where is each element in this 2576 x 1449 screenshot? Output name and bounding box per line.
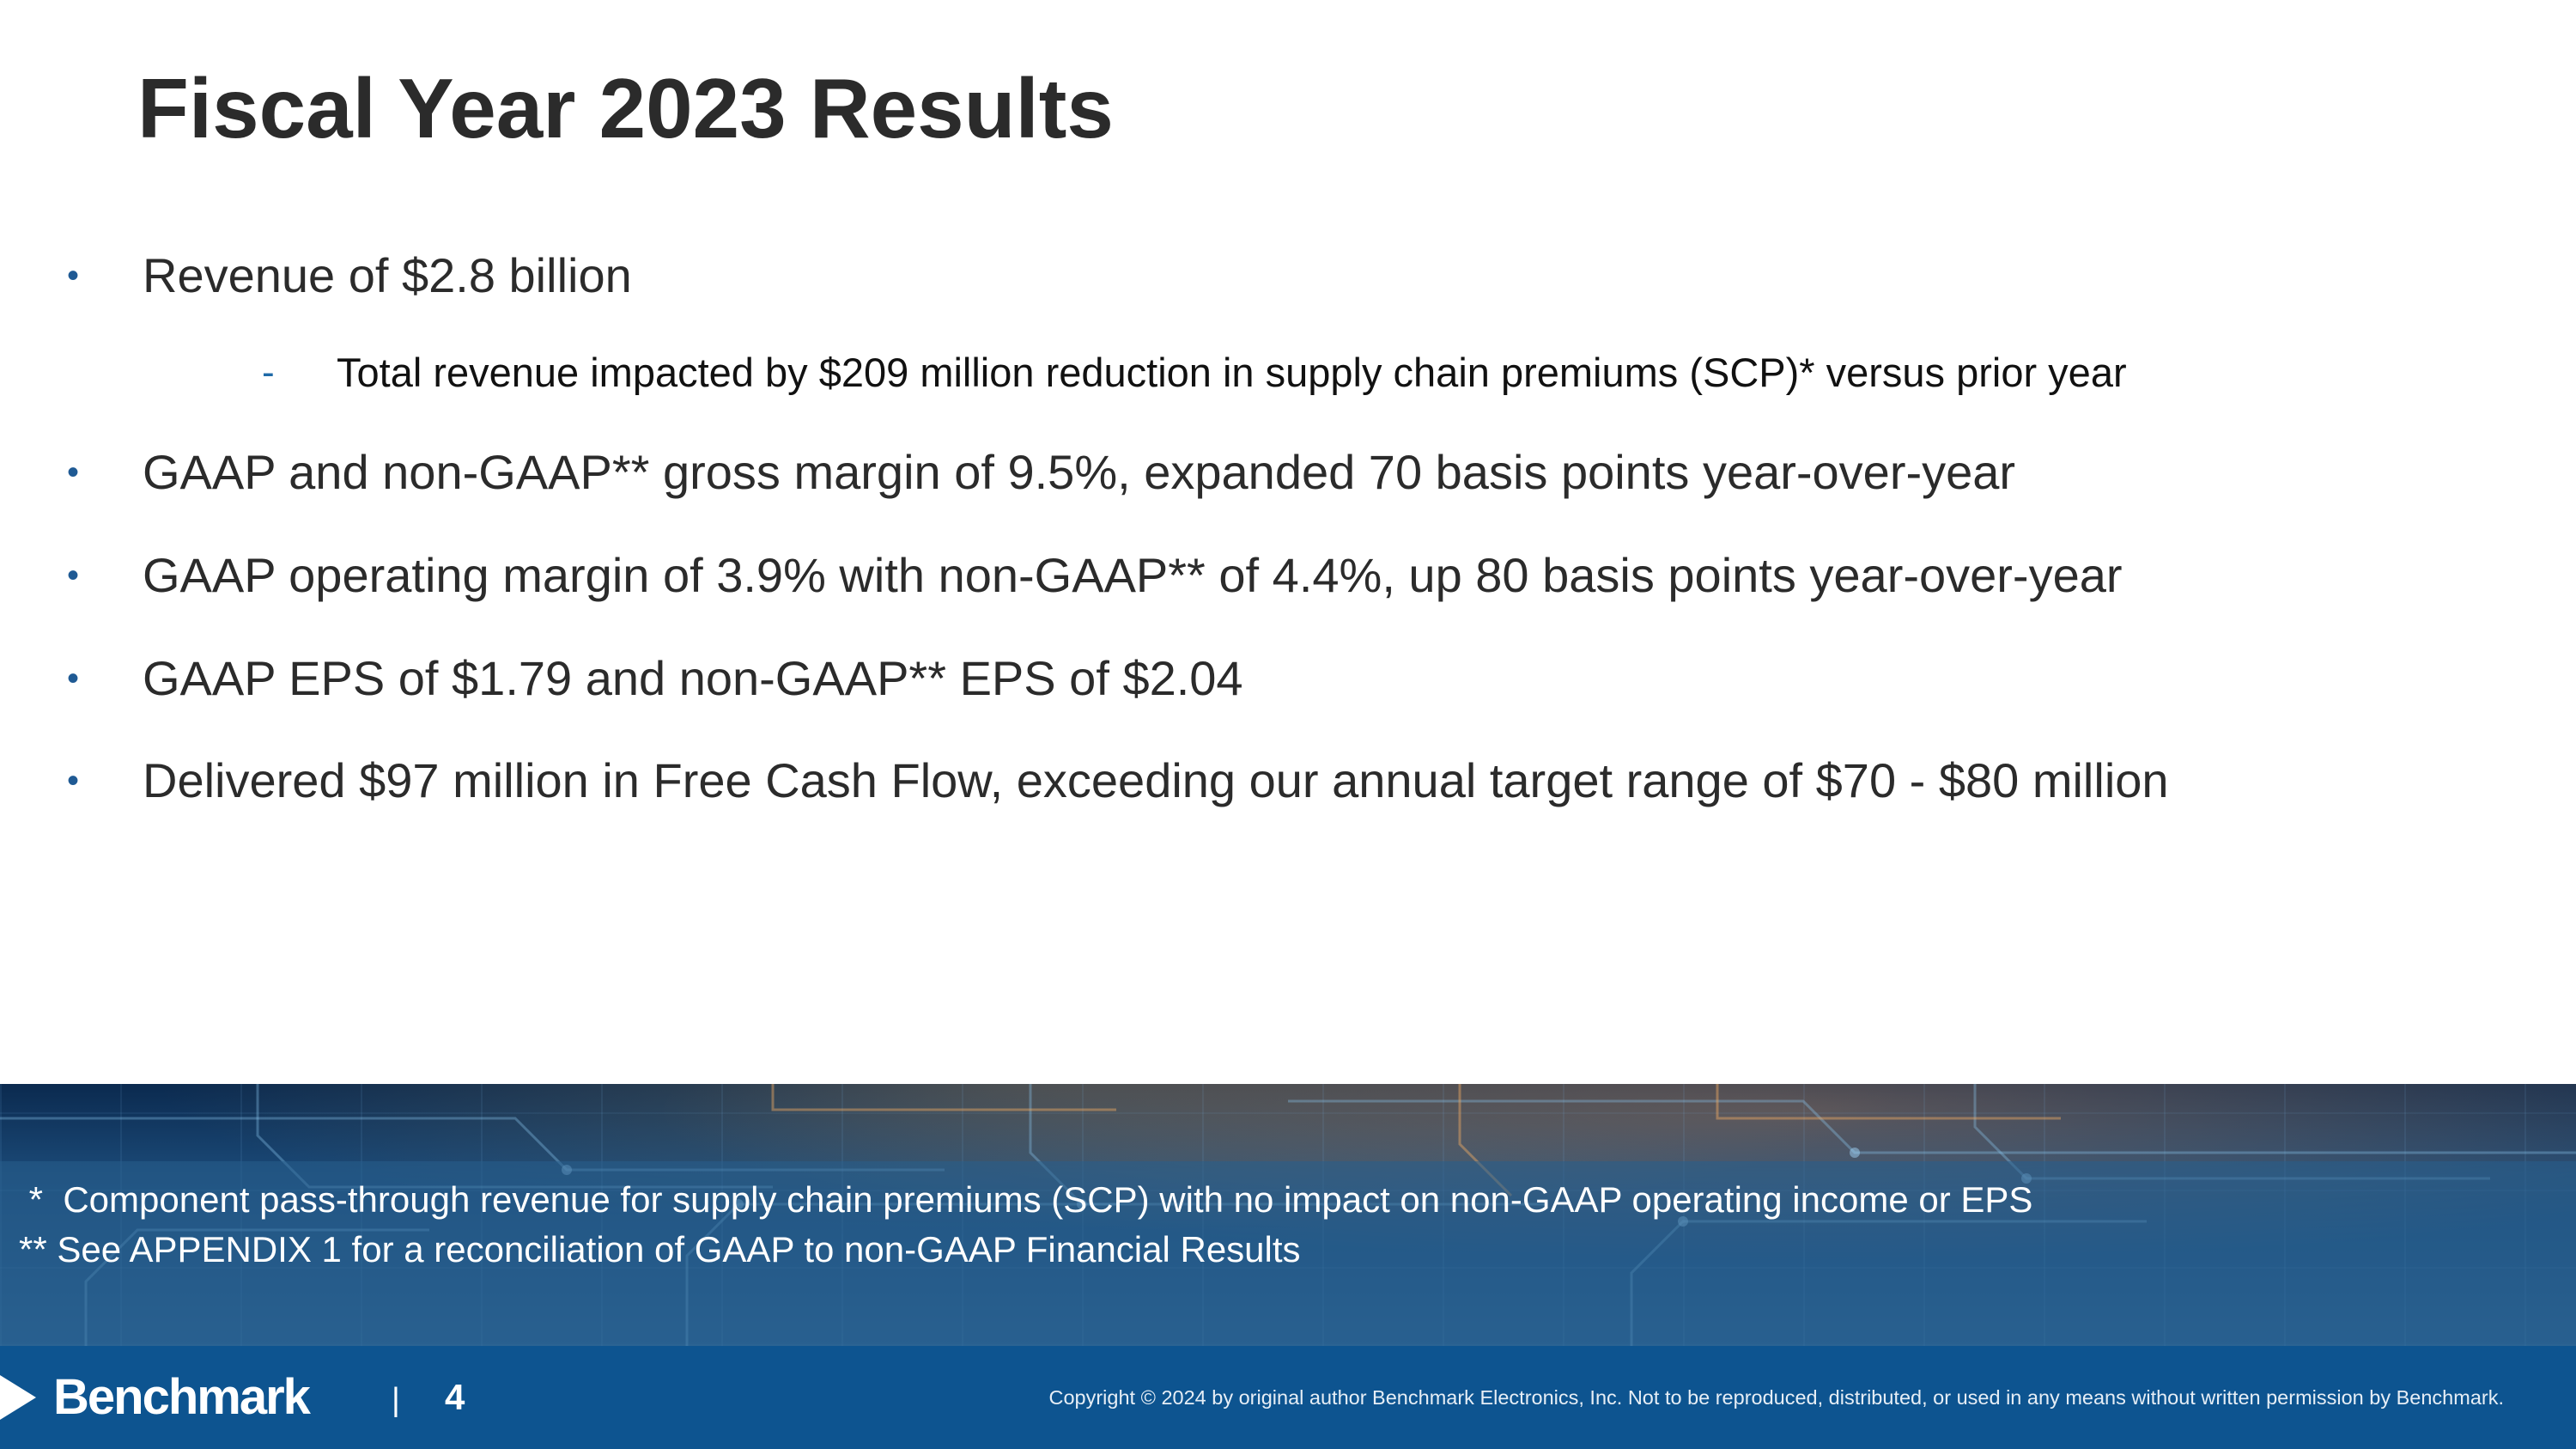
bullet-marker: •: [67, 453, 80, 491]
sub-bullet-text: Total revenue impacted by $209 million r…: [337, 350, 2127, 395]
page-number: 4: [445, 1377, 465, 1417]
chevron-right-logo-mark-icon: [0, 1374, 36, 1420]
bullet-operating-margin: • GAAP operating margin of 3.9% with non…: [67, 546, 2123, 604]
footnote-panel: * Component pass-through revenue for sup…: [0, 1161, 2576, 1346]
bullet-marker: •: [67, 556, 80, 594]
footer-separator: |: [392, 1382, 400, 1418]
bullet-text: GAAP and non-GAAP** gross margin of 9.5%…: [143, 445, 2016, 499]
bullet-eps: • GAAP EPS of $1.79 and non-GAAP** EPS o…: [67, 649, 1243, 707]
bullet-free-cash-flow: • Delivered $97 million in Free Cash Flo…: [67, 752, 2169, 809]
slide-title: Fiscal Year 2023 Results: [137, 61, 1114, 155]
footnote-appendix: ** See APPENDIX 1 for a reconciliation o…: [19, 1229, 1301, 1269]
bullet-marker: •: [67, 761, 80, 800]
bullet-marker: •: [67, 659, 80, 697]
bullet-text: GAAP EPS of $1.79 and non-GAAP** EPS of …: [143, 651, 1243, 705]
sub-bullet-scp: - Total revenue impacted by $209 million…: [262, 349, 2127, 397]
bullet-revenue: • Revenue of $2.8 billion: [67, 247, 632, 304]
footnote-scp: * Component pass-through revenue for sup…: [19, 1179, 2033, 1220]
bullet-gross-margin: • GAAP and non-GAAP** gross margin of 9.…: [67, 443, 2015, 501]
copyright-notice: Copyright © 2024 by original author Benc…: [1048, 1386, 2505, 1409]
circuit-board-banner: * Component pass-through revenue for sup…: [0, 1084, 2576, 1346]
benchmark-logo: Benchmark: [0, 1368, 311, 1426]
bullet-text: GAAP operating margin of 3.9% with non-G…: [143, 548, 2123, 602]
bullet-list: • Revenue of $2.8 billion - Total revenu…: [67, 247, 2169, 809]
logo-text: Benchmark: [53, 1369, 311, 1425]
bullet-text: Delivered $97 million in Free Cash Flow,…: [143, 753, 2169, 807]
sub-bullet-marker: -: [262, 351, 275, 394]
bullet-text: Revenue of $2.8 billion: [143, 248, 632, 302]
bullet-marker: •: [67, 256, 80, 295]
footer-bar: Benchmark | 4 Copyright © 2024 by origin…: [0, 1346, 2576, 1449]
